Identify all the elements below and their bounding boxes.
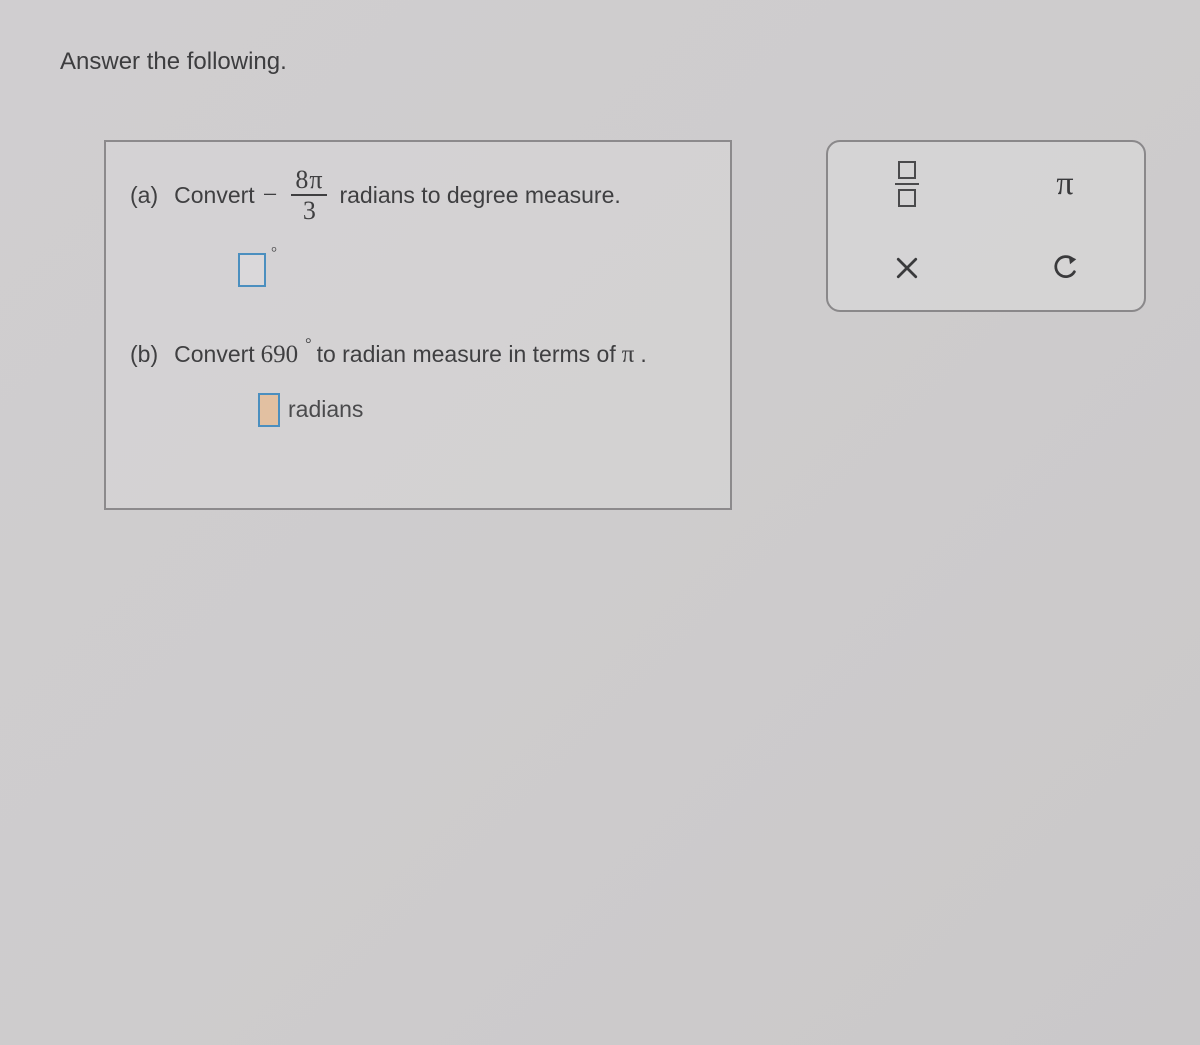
x-icon — [892, 253, 922, 283]
radian-input[interactable] — [258, 393, 280, 427]
tool-fraction-button[interactable] — [828, 142, 986, 226]
part-b-period: . — [640, 341, 646, 368]
minus-sign: − — [263, 180, 278, 210]
undo-icon — [1050, 253, 1080, 283]
degree-input[interactable] — [238, 253, 266, 287]
part-b-answer: radians — [258, 393, 710, 427]
part-a-label: (a) — [130, 182, 158, 209]
tool-pi-button[interactable]: π — [986, 142, 1144, 226]
part-b: (b) Convert 690° to radian measure in te… — [130, 341, 710, 427]
part-b-before: Convert — [174, 341, 255, 368]
degree-symbol: ° — [271, 245, 277, 262]
part-a-before: Convert — [174, 182, 255, 209]
fraction-icon — [895, 161, 919, 207]
part-b-label: (b) — [130, 341, 158, 368]
tool-clear-button[interactable] — [828, 226, 986, 310]
part-a-answer: ° — [238, 253, 710, 287]
part-b-pi: π — [622, 341, 635, 369]
part-b-row: (b) Convert 690° to radian measure in te… — [130, 341, 710, 369]
tool-undo-button[interactable] — [986, 226, 1144, 310]
part-a: (a) Convert − 8π 3 radians to degree mea… — [130, 166, 710, 287]
prompt-text: Answer the following. — [60, 48, 287, 76]
part-b-value: 690 — [261, 341, 299, 369]
toolbox: π — [826, 140, 1146, 312]
fraction-8pi-3: 8π 3 — [291, 166, 327, 225]
part-b-after1: to radian measure in terms of — [317, 341, 616, 368]
fraction-numerator: 8π — [291, 166, 327, 196]
part-a-after: radians to degree measure. — [339, 182, 620, 209]
question-box: (a) Convert − 8π 3 radians to degree mea… — [104, 140, 732, 510]
part-b-degree: ° — [305, 336, 311, 354]
fraction-denominator: 3 — [303, 196, 316, 224]
radian-unit: radians — [288, 396, 363, 423]
part-a-row: (a) Convert − 8π 3 radians to degree mea… — [130, 166, 710, 225]
pi-icon: π — [1056, 165, 1073, 203]
